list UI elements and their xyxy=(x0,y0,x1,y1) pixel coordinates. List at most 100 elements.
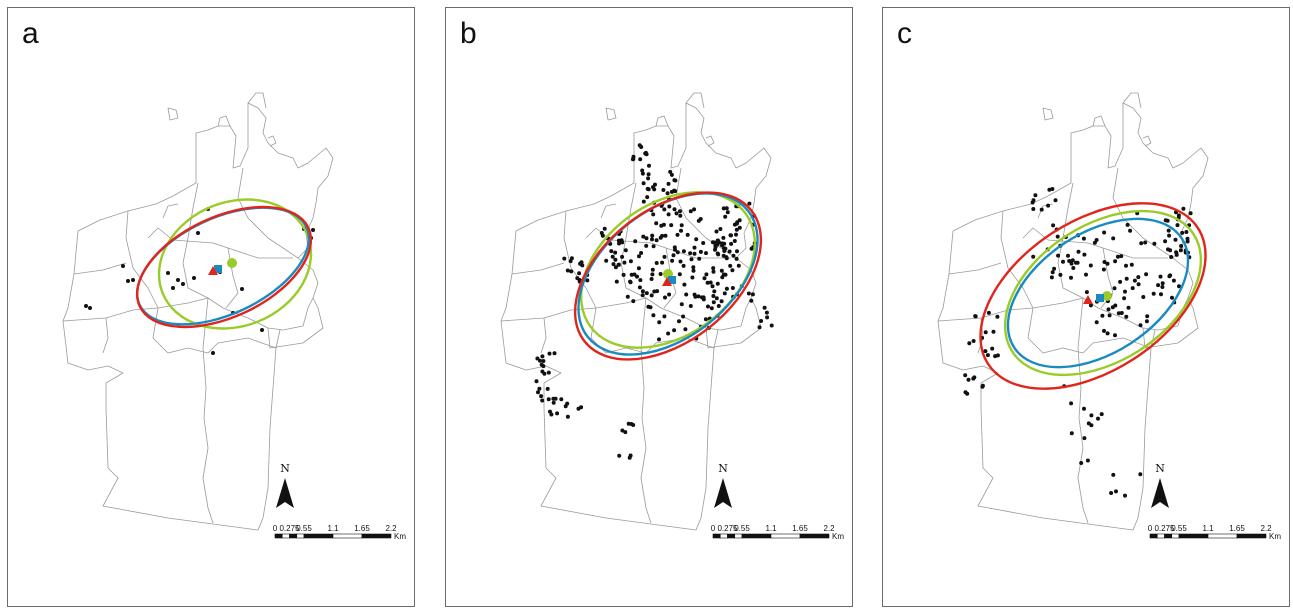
incident-point xyxy=(636,266,641,271)
incident-point xyxy=(661,222,666,227)
panel-label: c xyxy=(897,17,912,50)
incident-point xyxy=(1056,253,1061,258)
boundary-line xyxy=(1042,107,1054,121)
boundary-line xyxy=(62,102,334,331)
incident-point xyxy=(698,249,703,254)
incident-point xyxy=(709,306,714,311)
incident-point xyxy=(88,306,92,310)
scale-tick-label: 0 xyxy=(711,524,716,533)
incident-point xyxy=(1141,295,1146,299)
scale-unit-label: Km xyxy=(1269,532,1281,541)
incident-point xyxy=(691,265,696,270)
incident-point xyxy=(1160,285,1165,289)
incident-point xyxy=(628,259,633,264)
incident-point xyxy=(730,286,735,290)
incident-point xyxy=(626,421,631,426)
scale-tick-label: 0.275 xyxy=(279,524,300,533)
incident-point xyxy=(1188,211,1193,216)
incident-point xyxy=(655,289,660,294)
incident-point xyxy=(1081,236,1086,241)
incident-point xyxy=(1076,249,1081,254)
incident-point xyxy=(602,226,607,231)
incident-point xyxy=(645,186,650,191)
incident-point xyxy=(721,235,726,240)
incident-point xyxy=(1145,314,1150,319)
incident-point xyxy=(662,207,667,212)
boundary-line xyxy=(73,262,127,275)
incident-point xyxy=(1139,241,1144,246)
scale-tick-label: 0.275 xyxy=(1154,524,1175,533)
incident-point xyxy=(702,276,707,281)
incident-point xyxy=(732,222,737,227)
incident-point xyxy=(749,298,754,303)
incident-point xyxy=(692,292,697,297)
scale-tick-label: 1.1 xyxy=(1202,524,1214,533)
incident-point xyxy=(1105,261,1110,266)
incident-point xyxy=(211,351,215,355)
incident-point xyxy=(196,231,200,235)
boundary-line xyxy=(540,317,547,354)
incident-point xyxy=(716,304,721,308)
scale-tick-label: 1.1 xyxy=(765,524,777,533)
incident-point xyxy=(665,191,670,196)
incident-point xyxy=(1173,237,1178,242)
incident-point xyxy=(1113,259,1118,264)
incident-point xyxy=(1082,406,1086,411)
incident-point xyxy=(622,260,627,265)
scale-segment xyxy=(289,533,298,539)
incident-point xyxy=(644,291,649,296)
scale-segment xyxy=(296,533,305,539)
incident-point xyxy=(1123,289,1127,294)
incident-point xyxy=(84,304,88,308)
incident-point xyxy=(1169,255,1174,259)
boundary-line xyxy=(247,92,267,109)
boundary-line xyxy=(511,262,565,275)
incident-point xyxy=(620,254,625,259)
incident-point xyxy=(1128,228,1133,233)
incident-point xyxy=(972,375,977,380)
boundary-line xyxy=(267,297,324,349)
boundary-line xyxy=(1077,297,1089,524)
incident-point xyxy=(1069,401,1074,406)
scale-segment xyxy=(1156,533,1165,539)
scale-segment xyxy=(1164,533,1173,539)
incident-point xyxy=(675,250,680,255)
incident-point xyxy=(1113,333,1117,338)
incident-point xyxy=(604,258,609,263)
boundary-line xyxy=(605,107,617,121)
incident-point xyxy=(1069,275,1073,280)
incident-point xyxy=(661,188,666,192)
incident-point xyxy=(689,257,694,262)
boundary-line xyxy=(1027,307,1152,354)
incident-point xyxy=(1061,259,1065,264)
incident-point xyxy=(1174,252,1179,257)
incident-point xyxy=(703,317,708,322)
incident-point xyxy=(762,305,767,310)
incident-point xyxy=(1106,307,1111,312)
incident-point xyxy=(650,237,654,242)
incident-point xyxy=(181,282,185,286)
incident-point xyxy=(1067,259,1072,263)
incident-point xyxy=(613,257,618,262)
incident-point xyxy=(704,272,709,277)
incident-point xyxy=(1130,286,1135,291)
incident-point xyxy=(673,247,677,252)
incident-point xyxy=(538,358,542,363)
incident-point xyxy=(701,241,706,245)
incident-point xyxy=(704,251,708,256)
incident-point xyxy=(1158,274,1163,279)
incident-point xyxy=(647,163,651,168)
incident-point xyxy=(715,251,720,256)
incident-point xyxy=(1171,278,1176,283)
incident-point xyxy=(625,294,630,299)
north-label: N xyxy=(718,462,728,475)
incident-point xyxy=(718,227,723,231)
incident-point xyxy=(1071,266,1076,270)
incident-point xyxy=(627,455,632,460)
incident-point xyxy=(983,330,988,335)
incident-point xyxy=(688,304,693,308)
incident-point xyxy=(1123,493,1127,498)
incident-point xyxy=(1185,236,1190,241)
incident-point xyxy=(1088,303,1093,308)
incident-point xyxy=(641,181,646,186)
